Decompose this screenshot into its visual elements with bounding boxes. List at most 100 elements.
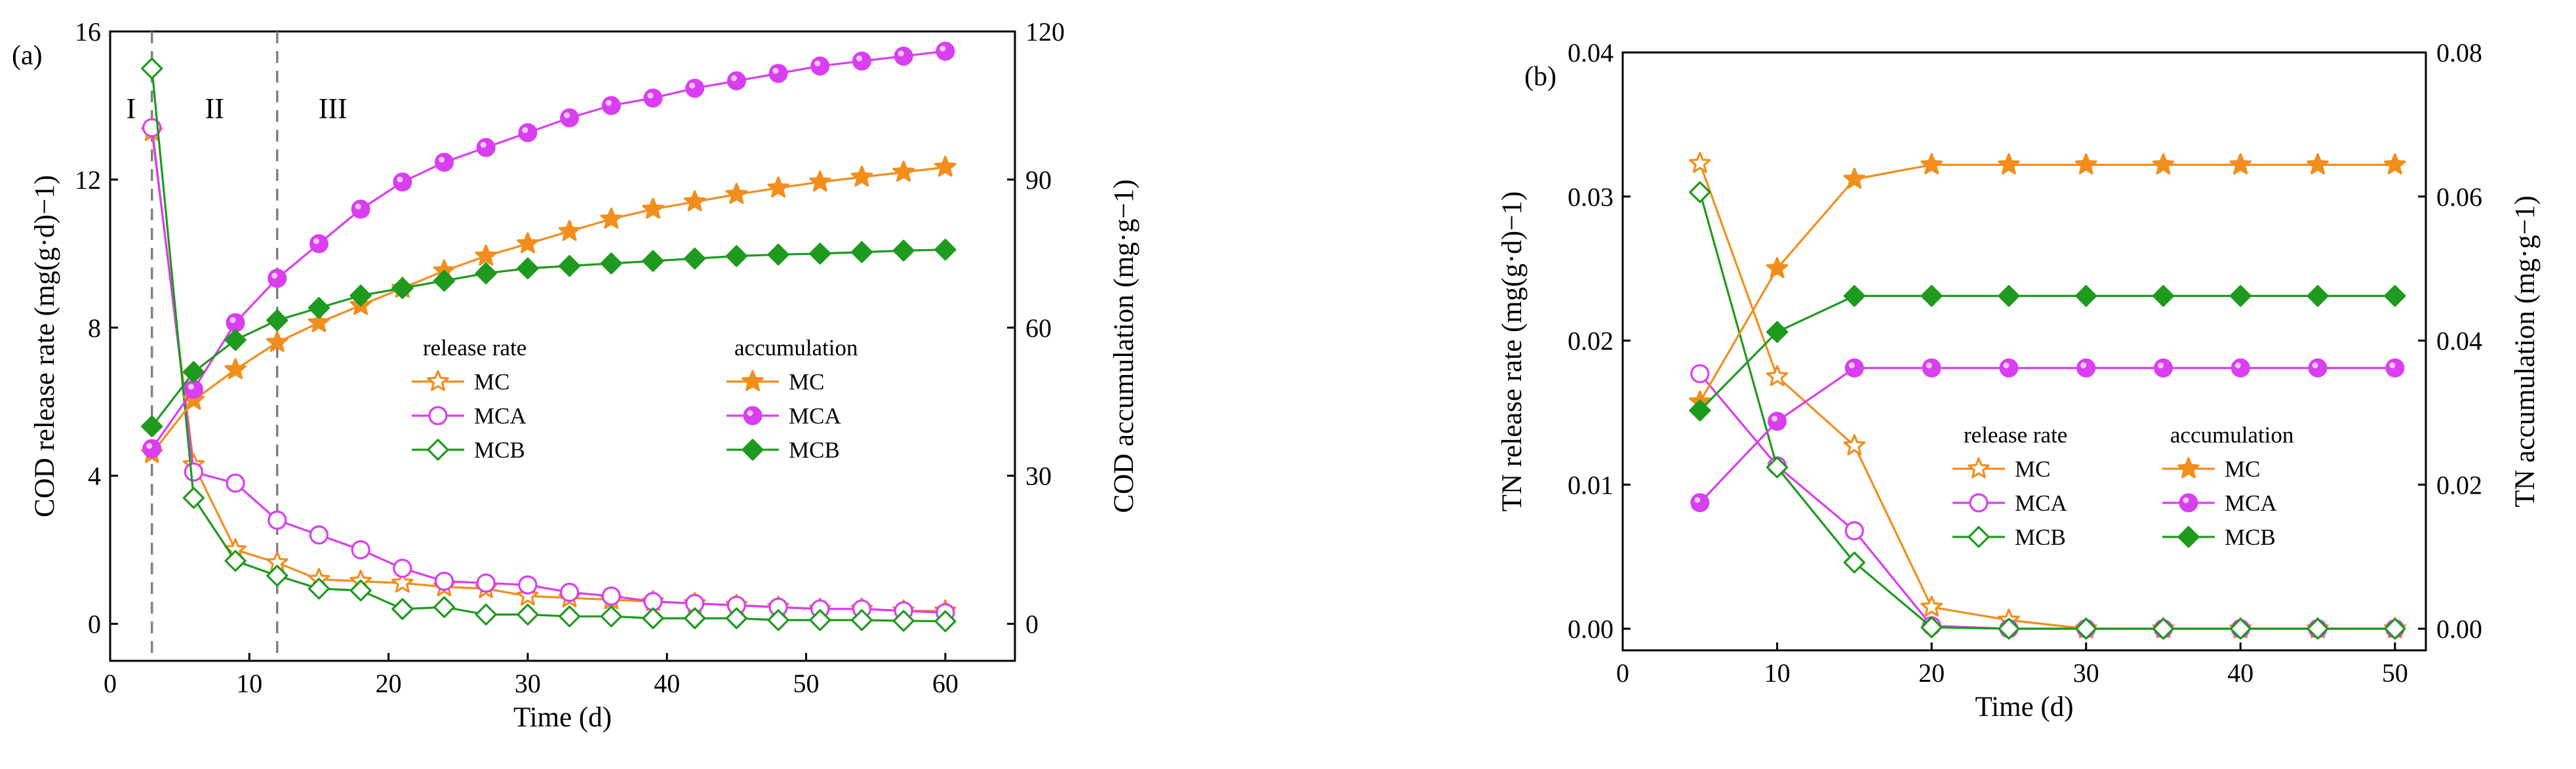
- data-point: [2076, 358, 2096, 378]
- data-point-body: [1922, 358, 1941, 378]
- data-point: [475, 603, 497, 626]
- data-point: [517, 232, 539, 254]
- data-point-body: [2230, 358, 2250, 378]
- data-point-body: [726, 71, 746, 90]
- y-tick-label: 0.00: [1568, 614, 1614, 644]
- y2-tick-label: 0.04: [2436, 326, 2482, 356]
- data-point-highlight: [146, 443, 153, 449]
- legend-label: MC: [2225, 456, 2260, 482]
- data-point: [391, 598, 414, 620]
- plot-frame: [109, 30, 1016, 662]
- series-line: [1699, 163, 2395, 630]
- data-point: [476, 138, 496, 157]
- data-point: [1844, 521, 1864, 541]
- data-point-body: [268, 268, 287, 288]
- legend-item: MCA: [726, 403, 841, 429]
- x-tick-label: 50: [2382, 658, 2408, 688]
- data-point: [850, 609, 873, 631]
- data-point-body: [393, 172, 412, 192]
- data-point-highlight: [397, 176, 403, 183]
- y-tick-label: 4: [88, 462, 101, 491]
- data-point: [892, 239, 915, 262]
- data-point-highlight: [439, 157, 445, 163]
- legend-marker: [743, 406, 763, 425]
- series-accumulation-mcb: [141, 239, 957, 437]
- data-point: [518, 575, 538, 595]
- legend-marker-body: [743, 406, 763, 425]
- data-point: [1998, 285, 2020, 307]
- data-point-highlight: [856, 55, 862, 62]
- legend-item: MCA: [2162, 490, 2277, 516]
- data-point: [2384, 153, 2406, 174]
- legend-label: MC: [789, 369, 824, 395]
- data-point: [1998, 618, 2020, 640]
- legend-label: MCB: [2225, 524, 2276, 550]
- data-point: [391, 571, 414, 593]
- legend-label: MCB: [2015, 524, 2066, 550]
- series-rate-mcb: [1689, 181, 2406, 640]
- legend-item: MCA: [1952, 490, 2067, 516]
- legend: release rate accumulation MC MCA MCB MC MCA MCB: [412, 335, 858, 463]
- series-rate-mc: [1689, 151, 2406, 639]
- data-point: [1768, 412, 1787, 431]
- data-point: [517, 257, 539, 280]
- data-point: [309, 525, 329, 545]
- data-point-body: [643, 89, 663, 108]
- data-point-body: [2308, 358, 2328, 378]
- y2-tick-label: 60: [1025, 313, 1052, 343]
- data-point: [767, 176, 789, 198]
- legend-marker: [428, 406, 448, 425]
- data-point-body: [852, 51, 871, 71]
- data-point: [2074, 153, 2097, 174]
- data-point: [349, 285, 372, 307]
- data-point: [850, 165, 873, 187]
- data-point: [2152, 618, 2175, 640]
- y2-tick-label: 90: [1025, 165, 1052, 195]
- data-point: [808, 170, 831, 192]
- data-point: [1844, 358, 1864, 378]
- data-point: [642, 250, 664, 272]
- legend-marker: [427, 370, 449, 391]
- data-point: [517, 603, 539, 626]
- data-point: [351, 540, 370, 560]
- plot-frame: [1621, 51, 2427, 652]
- x-tick-label: 0: [104, 669, 117, 698]
- data-point: [435, 153, 454, 172]
- data-point: [1843, 551, 1865, 574]
- x-axis-label: Time (d): [513, 702, 612, 733]
- data-point: [2229, 153, 2252, 174]
- legend-marker: [2179, 493, 2198, 513]
- data-point: [1766, 456, 1789, 479]
- series-accumulation-mc: [140, 155, 957, 463]
- series-line: [1699, 191, 2395, 630]
- legend-marker-body: [2179, 493, 2198, 513]
- legend-item: MC: [726, 369, 824, 395]
- data-point: [182, 361, 205, 384]
- y2-tick-label: 0.08: [2436, 38, 2482, 68]
- y-tick-label: 0: [88, 610, 101, 639]
- series-line: [151, 131, 945, 612]
- data-point: [1922, 358, 1941, 378]
- legend-marker: [742, 439, 764, 461]
- data-point-highlight: [1772, 416, 1778, 422]
- y2-tick-label: 30: [1025, 462, 1052, 491]
- data-point-highlight: [2003, 362, 2010, 368]
- data-point: [307, 297, 330, 319]
- data-point: [725, 245, 747, 267]
- data-point: [1999, 358, 2019, 378]
- data-point: [894, 47, 913, 66]
- y-tick-label: 0.03: [1568, 182, 1614, 212]
- data-point: [934, 155, 957, 177]
- legend-item: MC: [1952, 456, 2050, 482]
- phase-label: I: [127, 92, 136, 125]
- data-point: [767, 243, 789, 266]
- data-point: [2154, 358, 2173, 378]
- legend-label: MCA: [2015, 490, 2067, 516]
- data-point: [268, 510, 287, 530]
- data-point: [517, 584, 539, 606]
- data-point: [433, 269, 456, 292]
- data-point-body: [142, 439, 162, 458]
- data-point: [684, 607, 706, 629]
- data-point: [559, 605, 581, 627]
- series-line: [151, 127, 945, 614]
